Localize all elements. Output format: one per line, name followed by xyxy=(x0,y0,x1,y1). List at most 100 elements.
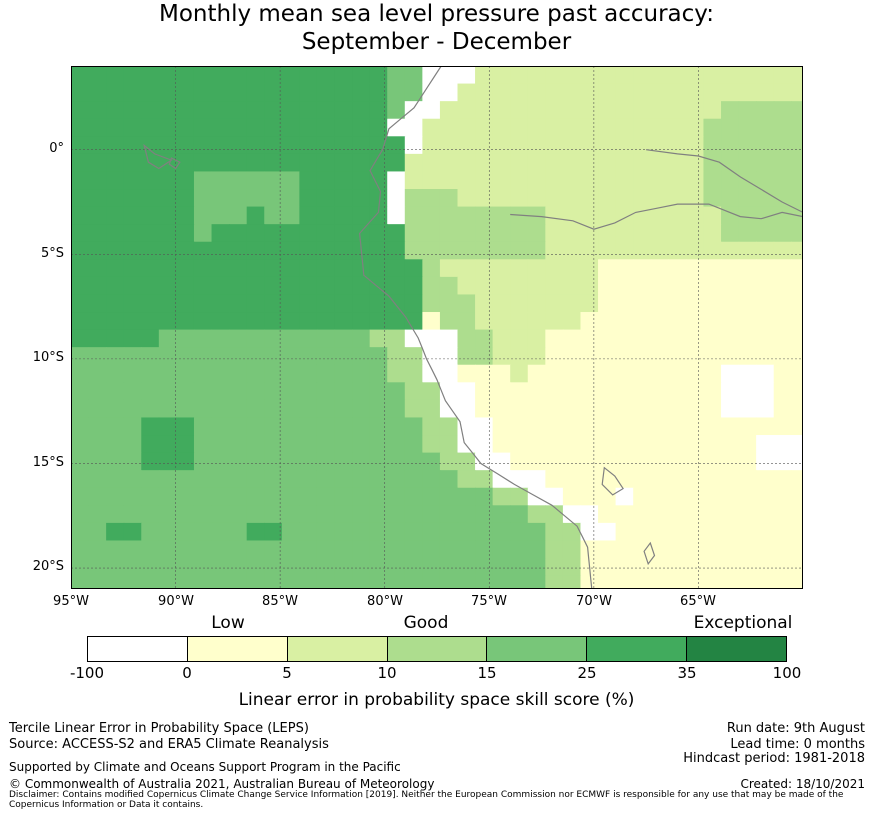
skill-cell xyxy=(721,417,740,436)
skill-cell xyxy=(123,470,142,489)
skill-cell xyxy=(387,153,406,173)
skill-cell xyxy=(650,259,669,278)
skill-cell xyxy=(615,153,634,173)
skill-cell xyxy=(457,259,476,278)
skill-cell xyxy=(281,66,300,85)
skill-cell xyxy=(316,522,336,542)
skill-cell xyxy=(510,364,529,383)
skill-cell xyxy=(88,329,107,348)
skill-cell xyxy=(580,487,599,506)
skill-cell xyxy=(193,558,213,577)
skill-cell xyxy=(703,487,722,506)
skill-cell xyxy=(352,417,371,436)
skill-cell xyxy=(580,206,599,225)
skill-cell xyxy=(685,206,705,225)
skill-cell xyxy=(475,540,494,559)
skill-cell xyxy=(703,101,722,120)
skill-cell xyxy=(756,470,775,489)
skill-cell xyxy=(685,435,705,454)
skill-cell xyxy=(229,259,248,278)
skill-cell xyxy=(756,66,775,85)
skill-cell xyxy=(773,347,792,366)
skill-cell xyxy=(193,259,213,278)
skill-cell xyxy=(176,329,195,348)
skill-cell xyxy=(668,276,687,296)
skill-cell xyxy=(685,83,705,102)
skill-cell xyxy=(738,224,757,243)
skill-cell xyxy=(756,189,775,208)
skill-cell xyxy=(264,118,283,137)
skill-cell xyxy=(721,276,740,296)
skill-cell xyxy=(598,118,617,137)
skill-cell xyxy=(141,470,160,489)
skill-cell xyxy=(106,294,125,313)
footer-hindcast: Hindcast period: 1981-2018 xyxy=(683,751,865,766)
skill-cell xyxy=(229,224,248,243)
skill-cell xyxy=(246,118,265,137)
skill-cell xyxy=(703,347,722,366)
skill-cell xyxy=(668,101,687,120)
skill-cell xyxy=(633,487,652,506)
skill-cell xyxy=(229,136,248,155)
skill-cell xyxy=(545,417,564,436)
skill-cell xyxy=(422,399,441,419)
colorbar-tick: 5 xyxy=(282,664,292,682)
skill-cell xyxy=(668,329,687,348)
skill-cell xyxy=(264,241,283,260)
skill-cell xyxy=(141,347,160,366)
skill-cell xyxy=(562,294,582,313)
skill-cell xyxy=(492,558,511,577)
skill-cell xyxy=(281,452,300,471)
skill-cell xyxy=(510,83,529,102)
skill-cell xyxy=(598,241,617,260)
skill-cell xyxy=(598,224,617,243)
skill-cell xyxy=(158,118,178,137)
skill-cell xyxy=(404,312,423,331)
skill-cell xyxy=(158,189,178,208)
skill-cell xyxy=(123,241,142,260)
skill-cell xyxy=(88,470,107,489)
skill-cell xyxy=(369,505,388,524)
skill-cell xyxy=(791,224,810,243)
skill-cell xyxy=(316,224,336,243)
skill-cell xyxy=(475,558,494,577)
skill-cell xyxy=(615,470,634,489)
skill-cell xyxy=(422,171,441,190)
skill-cell xyxy=(299,382,318,401)
skill-cell xyxy=(352,118,371,137)
skill-cell xyxy=(721,153,740,173)
skill-cell xyxy=(141,171,160,190)
skill-cell xyxy=(580,101,599,120)
skill-cell xyxy=(299,347,318,366)
skill-cell xyxy=(545,329,564,348)
skill-cell xyxy=(580,241,599,260)
skill-cell xyxy=(475,276,494,296)
skill-cell xyxy=(123,276,142,296)
skill-cell xyxy=(545,505,564,524)
skill-cell xyxy=(510,540,529,559)
skill-cell xyxy=(71,101,90,120)
colorbar-segment-3 xyxy=(287,637,388,661)
skill-cell xyxy=(316,435,336,454)
skill-cell xyxy=(580,505,599,524)
skill-cell xyxy=(615,505,634,524)
skill-cell xyxy=(369,224,388,243)
footer-run-date: Run date: 9th August xyxy=(726,721,865,736)
skill-cell xyxy=(492,435,511,454)
skill-cell xyxy=(264,505,283,524)
skill-cell xyxy=(685,558,705,577)
skill-cell xyxy=(352,435,371,454)
skill-cell xyxy=(633,294,652,313)
skill-cell xyxy=(615,83,634,102)
skill-cell xyxy=(211,399,230,419)
skill-cell xyxy=(299,136,318,155)
skill-cell xyxy=(439,558,459,577)
skill-cell xyxy=(404,382,423,401)
skill-cell xyxy=(492,294,511,313)
skill-cell xyxy=(685,382,705,401)
skill-cell xyxy=(545,83,564,102)
skill-cell xyxy=(475,136,494,155)
skill-cell xyxy=(439,259,459,278)
skill-cell xyxy=(703,83,722,102)
skill-cell xyxy=(562,276,582,296)
